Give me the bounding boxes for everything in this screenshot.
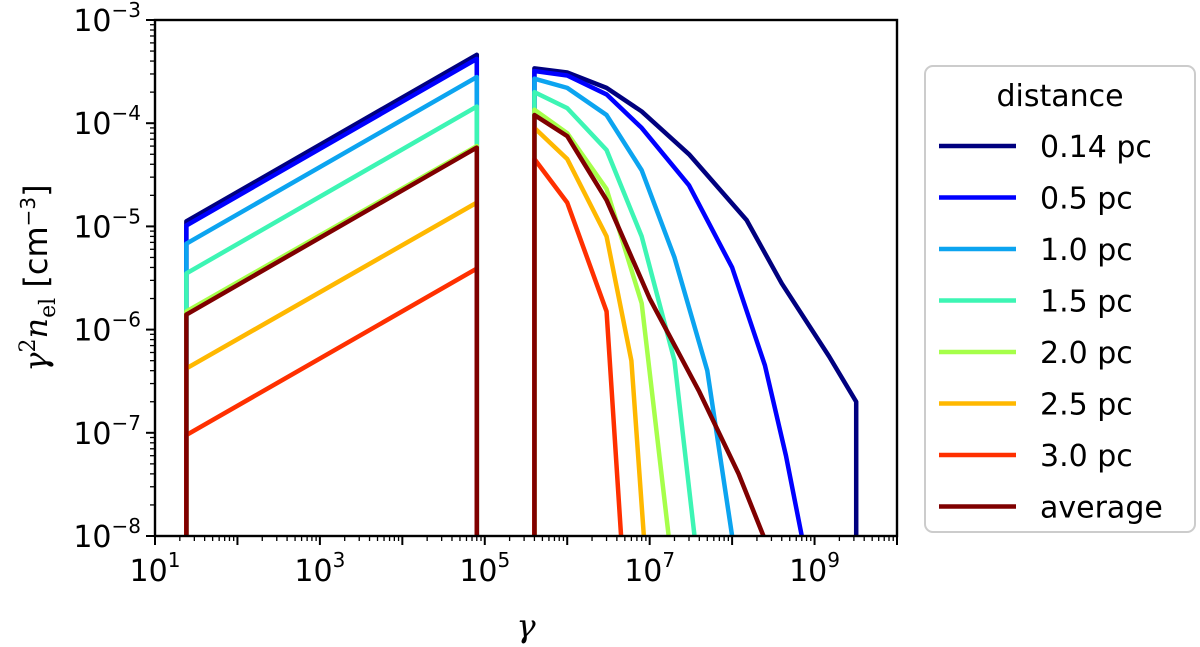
legend-entry: 2.5 pc — [939, 388, 1133, 423]
series-line-2-seg-0 — [184, 74, 480, 536]
legend-entry: 0.5 pc — [939, 182, 1133, 217]
y-tick-label: 10−7 — [73, 411, 141, 452]
series-line-2-seg-1 — [532, 76, 735, 536]
series-line-4-seg-1 — [532, 107, 671, 536]
x-tick-label: 109 — [789, 548, 840, 589]
legend-label: 3.0 pc — [1040, 439, 1133, 474]
series-line-7-seg-0 — [184, 145, 480, 536]
series-line-7-seg-1 — [532, 112, 766, 536]
x-tick-label: 107 — [624, 548, 675, 589]
series-line-0-seg-1 — [532, 66, 859, 536]
y-tick-label: 10−6 — [73, 308, 141, 349]
x-axis: 101 103 105 107 109 — [130, 536, 898, 589]
x-tick-label: 103 — [294, 548, 345, 589]
y-tick-label: 10−3 — [73, 0, 141, 39]
legend-entry: 1.5 pc — [939, 285, 1133, 320]
y-tick-label: 10−4 — [73, 101, 141, 142]
x-axis-label: γ — [516, 607, 536, 645]
series-layer — [184, 52, 859, 536]
series-line-1-seg-1 — [532, 68, 804, 536]
x-tick-label: 101 — [130, 548, 181, 589]
legend-entry: average — [939, 491, 1163, 526]
series-line-6-seg-0 — [184, 266, 480, 536]
legend-label: 2.5 pc — [1040, 388, 1133, 423]
series-line-3-seg-1 — [532, 89, 697, 536]
legend-label: 1.5 pc — [1040, 285, 1133, 320]
y-axis: 10−8 10−7 10−6 10−5 10−4 10−3 — [73, 0, 155, 555]
legend-title: distance — [996, 79, 1123, 114]
plot-frame — [153, 18, 899, 538]
legend-label: 1.0 pc — [1040, 233, 1133, 268]
legend-box — [924, 65, 1196, 533]
series-line-5-seg-0 — [184, 200, 480, 536]
legend-label: average — [1040, 491, 1163, 526]
series-line-6-seg-1 — [532, 156, 624, 536]
legend-label: 0.5 pc — [1040, 182, 1133, 217]
y-axis-label: γ2nel [cm−3] — [16, 184, 61, 371]
legend: distance 0.14 pc 0.5 pc 1.0 pc 1.5 pc 2.0 pc… — [924, 65, 1196, 533]
legend-entry: 2.0 pc — [939, 336, 1133, 371]
legend-label: 0.14 pc — [1040, 130, 1152, 165]
y-tick-label: 10−5 — [73, 204, 141, 245]
legend-entry: 0.14 pc — [939, 130, 1152, 165]
legend-label: 2.0 pc — [1040, 336, 1133, 371]
y-tick-label: 10−8 — [73, 514, 141, 555]
legend-entry: 3.0 pc — [939, 439, 1133, 474]
x-tick-label: 105 — [459, 548, 510, 589]
series-line-5-seg-1 — [532, 125, 647, 536]
legend-entry: 1.0 pc — [939, 233, 1133, 268]
